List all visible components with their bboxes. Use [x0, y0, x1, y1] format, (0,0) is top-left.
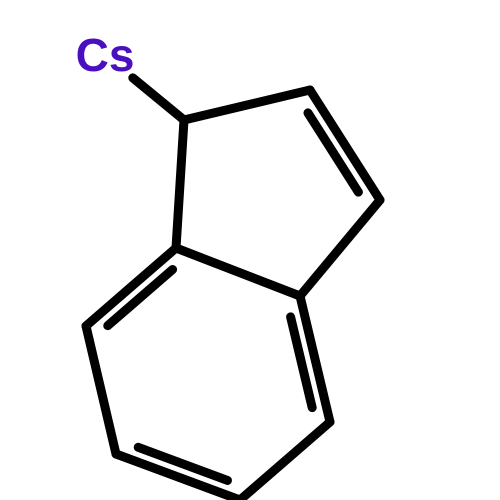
bond-line [86, 326, 116, 454]
bond-line [176, 120, 184, 248]
bond-line [310, 90, 380, 200]
bond-line [133, 78, 184, 120]
bond-line [240, 422, 330, 500]
bond-line [86, 248, 176, 326]
bond-line [184, 90, 310, 120]
bond-line [176, 248, 300, 296]
atom-label-cs: Cs [76, 28, 135, 82]
bond-line [300, 200, 380, 296]
